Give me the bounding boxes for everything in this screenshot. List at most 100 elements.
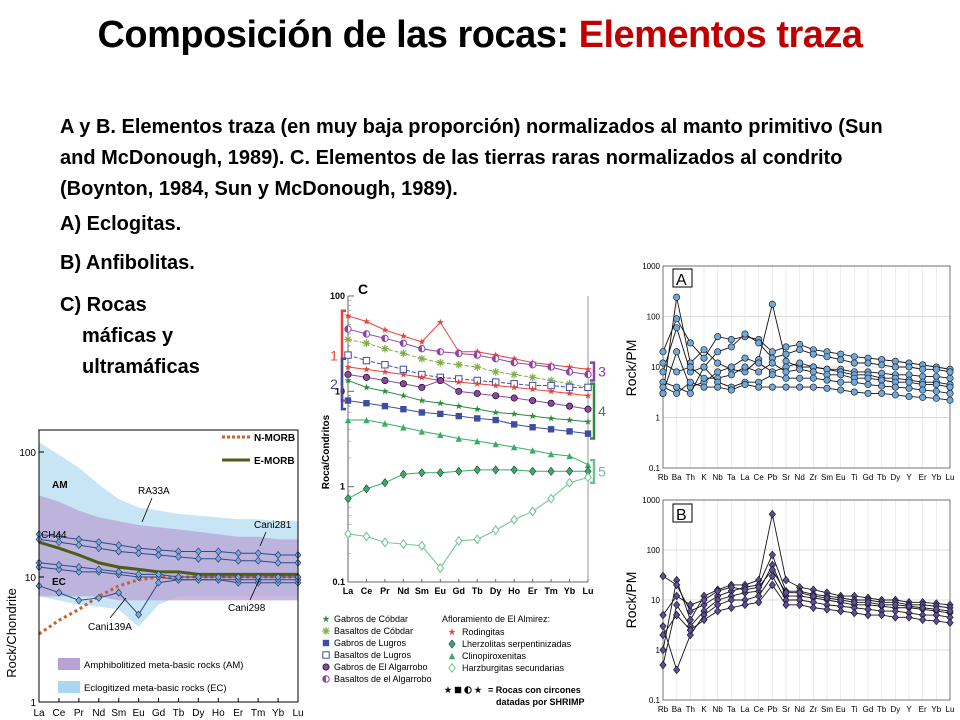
trace-b-data-point xyxy=(946,606,954,616)
ree-data-point xyxy=(529,466,537,476)
ree-data-point-half xyxy=(566,368,570,376)
eclogite-ree-chart: 1 10 100 La Ce Pr Nd Sm Eu Gd Tb Dy Ho Er Tm Yb Lu Rock/… xyxy=(4,429,304,719)
eclogite-data-point xyxy=(55,560,63,569)
trace-b-data-point xyxy=(809,591,817,601)
ree-data-point xyxy=(547,387,555,395)
ree-data-point xyxy=(418,373,426,381)
trace-a-y-axis-label: Rock/PM xyxy=(623,340,639,397)
trace-a-data-point xyxy=(673,383,681,391)
trace-b-data-point xyxy=(659,630,667,640)
ree-data-point xyxy=(565,363,574,371)
trace-a-data-point xyxy=(755,359,763,367)
trace-b-panel-box xyxy=(672,503,693,523)
ree-data-point xyxy=(491,354,500,363)
eclogite-x-tick-label: La xyxy=(33,708,45,719)
trace-b-data-point xyxy=(782,600,790,610)
trace-b-x-tick-label: La xyxy=(741,705,750,714)
ree-data-point-stroke xyxy=(363,340,370,347)
trace-b-data-point xyxy=(714,606,722,616)
ree-data-point-stroke xyxy=(381,345,389,352)
trace-a-data-point xyxy=(946,374,954,382)
eclogite-region-label-am: AM xyxy=(52,480,68,491)
trace-a-data-point xyxy=(741,330,749,338)
trace-b-data-point xyxy=(768,580,776,590)
ree-data-point xyxy=(362,365,371,373)
ec-legend-swatch xyxy=(58,681,80,693)
ree-data-point xyxy=(510,354,518,362)
trace-b-data-point xyxy=(673,600,681,610)
eclogite-y-tick-label: 10 xyxy=(25,573,37,584)
trace-a-panel-box xyxy=(672,268,693,288)
ree-data-point xyxy=(381,344,389,353)
ree-data-point xyxy=(510,370,518,379)
eclogite-y-tick-label: 100 xyxy=(19,448,36,459)
ree-x-tick-label: Er xyxy=(528,586,538,596)
ree-x-tick-label: Tb xyxy=(472,586,483,596)
trace-a-data-point xyxy=(946,368,954,376)
ree-data-point-stroke xyxy=(455,361,462,368)
trace-b-data-point xyxy=(837,606,845,616)
trace-b-data-point xyxy=(891,600,899,610)
trace-b-data-point xyxy=(809,603,817,613)
trace-b-plot-frame xyxy=(662,499,951,701)
ree-data-point xyxy=(584,461,592,468)
trace-b-data-point xyxy=(864,610,872,620)
ree-data-point xyxy=(528,385,537,393)
ree-legend-label: Clinopiroxenitas xyxy=(462,651,527,661)
trace-a-data-point xyxy=(659,359,667,367)
trace-a-data-point xyxy=(755,368,763,376)
ree-y-tick-label: 10 xyxy=(335,386,345,396)
ree-data-point xyxy=(528,373,537,382)
ree-data-point xyxy=(399,349,408,358)
ree-data-point-half xyxy=(363,330,367,338)
ree-data-point-stroke xyxy=(474,363,481,371)
trace-b-data-point xyxy=(714,586,722,596)
ree-data-point xyxy=(436,399,444,407)
trace-a-data-point xyxy=(919,365,927,373)
trace-b-data-point xyxy=(659,610,667,620)
trace-a-data-point xyxy=(864,389,872,397)
annotation-cani139a-arrow xyxy=(109,597,127,619)
trace-a-data-point xyxy=(796,346,804,354)
trace-a-data-point xyxy=(659,368,667,376)
trace-a-y-tick-label: 0.1 xyxy=(649,464,661,473)
trace-a-data-point xyxy=(932,387,940,395)
ree-data-point xyxy=(344,397,352,404)
eclogite-data-point xyxy=(214,554,222,563)
ree-data-point xyxy=(584,365,592,373)
ree-data-point xyxy=(492,416,499,424)
trace-b-x-tick-label: Rb xyxy=(658,705,669,714)
slide-title: Composición de las rocas: Elementos traz… xyxy=(0,14,960,57)
trace-b-data-point xyxy=(796,600,804,610)
trace-a-data-point xyxy=(809,374,817,382)
trace-a-data-point xyxy=(932,381,940,389)
ree-data-point xyxy=(344,493,352,504)
bullet-c-line-1: C) Rocas xyxy=(60,294,147,316)
ree-data-point xyxy=(418,383,426,391)
ree-x-tick-label: Tm xyxy=(544,586,558,596)
trace-a-data-point xyxy=(946,396,954,404)
ree-data-point xyxy=(455,435,462,442)
ree-legend-label: Gabros de Cóbdar xyxy=(334,614,408,624)
ree-data-point-half xyxy=(400,339,404,347)
trace-a-series-line xyxy=(662,326,951,373)
trace-a-data-point xyxy=(700,383,708,391)
ree-data-point xyxy=(418,345,426,353)
ree-data-point xyxy=(474,415,481,422)
ree-data-point-half xyxy=(381,335,385,342)
ree-data-point xyxy=(584,430,592,437)
ree-series-line xyxy=(348,419,589,466)
trace-b-x-tick-label: Ti xyxy=(851,705,858,714)
ree-data-point xyxy=(362,317,371,325)
eclogite-data-point xyxy=(254,556,262,565)
bullet-mafic-rocks: C) Rocas máficas y ultramáficas xyxy=(60,290,230,383)
trace-a-data-point xyxy=(919,393,927,401)
ree-data-point-stroke xyxy=(511,371,518,378)
ree-data-point xyxy=(510,394,518,402)
ree-data-point xyxy=(510,383,518,391)
ree-data-point xyxy=(455,349,463,358)
ree-data-point xyxy=(492,381,500,389)
ree-data-point xyxy=(474,437,481,445)
trace-a-data-point xyxy=(850,378,858,386)
trace-a-data-point xyxy=(673,368,681,376)
